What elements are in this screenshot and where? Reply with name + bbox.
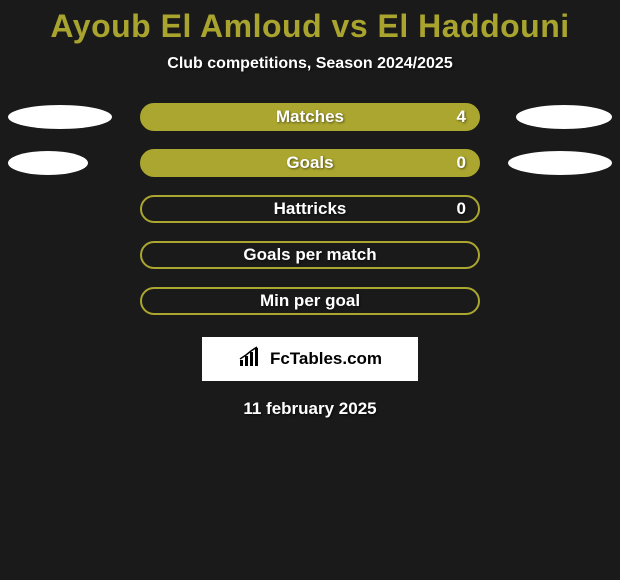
subtitle: Club competitions, Season 2024/2025: [167, 55, 452, 73]
right-blob: [508, 151, 612, 175]
infographic-container: Ayoub El Amloud vs El Haddouni Club comp…: [0, 0, 620, 419]
stat-label: Matches: [276, 107, 344, 127]
stat-label: Min per goal: [260, 291, 360, 311]
stat-bar-matches: Matches 4: [140, 103, 480, 131]
stat-bar-goals: Goals 0: [140, 149, 480, 177]
fctables-badge[interactable]: FcTables.com: [202, 337, 418, 381]
stat-label: Goals per match: [243, 245, 376, 265]
page-title: Ayoub El Amloud vs El Haddouni: [50, 8, 569, 45]
stat-bar-goals-per-match: Goals per match: [140, 241, 480, 269]
stat-value: 0: [457, 153, 466, 173]
stat-value: 0: [457, 199, 466, 219]
right-blob: [516, 105, 612, 129]
stat-rows: Matches 4 Goals 0 Hattricks 0 Goals per …: [0, 103, 620, 315]
stat-bar-min-per-goal: Min per goal: [140, 287, 480, 315]
left-blob: [8, 151, 88, 175]
stat-row: Matches 4: [0, 103, 620, 131]
badge-text: FcTables.com: [270, 349, 382, 369]
stat-row: Hattricks 0: [0, 195, 620, 223]
stat-bar-hattricks: Hattricks 0: [140, 195, 480, 223]
stat-row: Goals 0: [0, 149, 620, 177]
stat-label: Goals: [286, 153, 333, 173]
stat-label: Hattricks: [274, 199, 347, 219]
left-blob: [8, 105, 112, 129]
stat-row: Goals per match: [0, 241, 620, 269]
date-text: 11 february 2025: [243, 399, 376, 419]
barchart-icon: [238, 346, 264, 373]
stat-value: 4: [457, 107, 466, 127]
stat-row: Min per goal: [0, 287, 620, 315]
